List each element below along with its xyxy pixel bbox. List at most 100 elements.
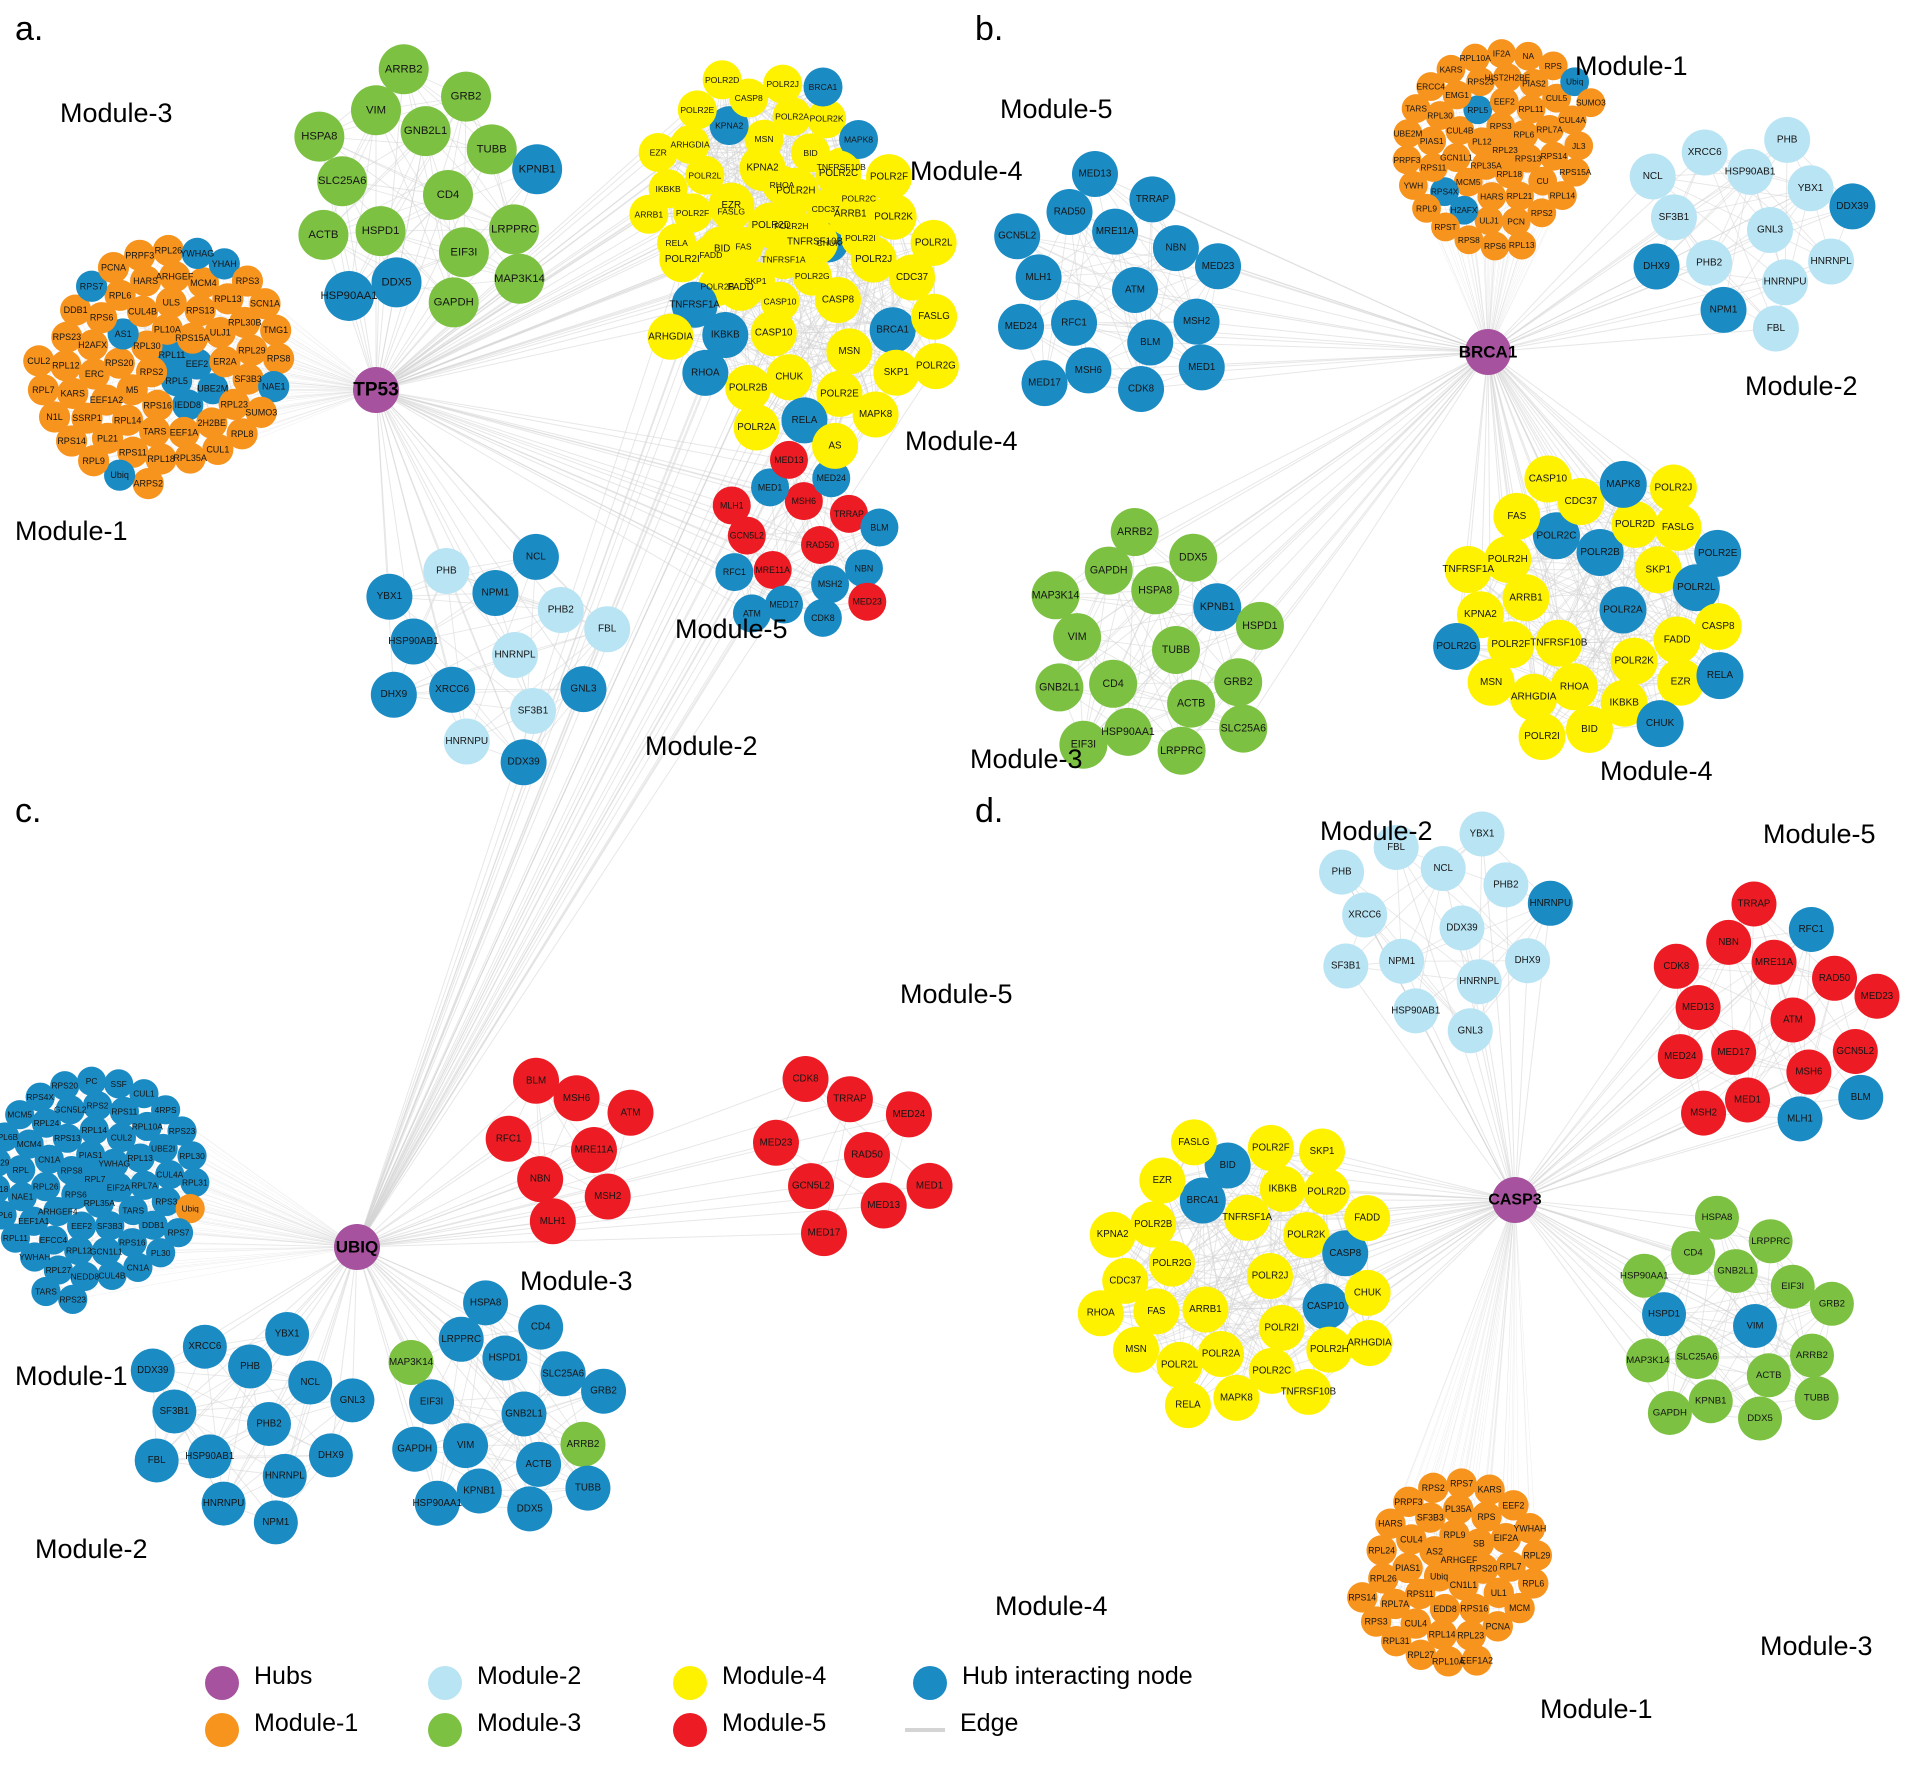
svg-text:ARRB1: ARRB1 — [1189, 1304, 1221, 1315]
svg-text:RPS8: RPS8 — [61, 1166, 83, 1176]
svg-text:RPL30B: RPL30B — [228, 317, 262, 327]
svg-text:MED24: MED24 — [1005, 321, 1038, 332]
svg-text:NPM1: NPM1 — [262, 1517, 289, 1528]
svg-text:YWHAH: YWHAH — [19, 1252, 50, 1262]
svg-text:DDX5: DDX5 — [1747, 1413, 1773, 1424]
svg-text:HSP90AB1: HSP90AB1 — [1391, 1005, 1440, 1016]
svg-text:POLR2I: POLR2I — [665, 254, 700, 265]
svg-text:HSPA8: HSPA8 — [301, 131, 337, 143]
svg-text:MED1: MED1 — [1734, 1094, 1761, 1105]
svg-text:CASP10: CASP10 — [764, 296, 797, 306]
svg-text:CUL1: CUL1 — [133, 1089, 155, 1099]
svg-text:RPS4X: RPS4X — [1431, 187, 1459, 197]
svg-text:POLR2J: POLR2J — [1252, 1271, 1289, 1282]
svg-text:MRE11A: MRE11A — [1755, 957, 1794, 968]
svg-text:EEF1A: EEF1A — [170, 428, 199, 438]
svg-text:NBN: NBN — [1718, 937, 1738, 948]
svg-text:GNB2L1: GNB2L1 — [1039, 681, 1080, 693]
svg-text:TNFRSF1A: TNFRSF1A — [761, 255, 806, 265]
svg-text:UBIQ: UBIQ — [336, 1238, 379, 1257]
svg-text:POLR2L: POLR2L — [915, 237, 953, 248]
svg-text:BID: BID — [1220, 1160, 1236, 1171]
svg-text:CASP8: CASP8 — [1329, 1248, 1361, 1259]
svg-text:HSP90AB1: HSP90AB1 — [388, 636, 439, 647]
svg-text:GAPDH: GAPDH — [1653, 1407, 1687, 1418]
svg-text:CD4: CD4 — [531, 1322, 551, 1333]
svg-text:TARS: TARS — [122, 1206, 144, 1216]
svg-text:NAE1: NAE1 — [262, 382, 286, 392]
svg-text:NBN: NBN — [1166, 243, 1187, 254]
svg-text:POLR2C: POLR2C — [1536, 530, 1576, 541]
svg-text:CASP3: CASP3 — [1488, 1192, 1541, 1209]
svg-text:LRPPRC: LRPPRC — [1751, 1236, 1790, 1247]
svg-text:RPS13: RPS13 — [54, 1133, 81, 1143]
svg-text:RPL10A: RPL10A — [1460, 53, 1492, 63]
svg-text:NCL: NCL — [301, 1377, 321, 1388]
svg-text:RFC1: RFC1 — [723, 567, 746, 577]
svg-text:POLR2B: POLR2B — [1580, 547, 1620, 558]
svg-text:RPL11: RPL11 — [3, 1233, 28, 1243]
svg-text:ATM: ATM — [1125, 285, 1145, 296]
svg-text:KPNA2: KPNA2 — [746, 163, 778, 174]
svg-text:FAS: FAS — [1507, 511, 1526, 522]
svg-text:HSPA8: HSPA8 — [470, 1297, 502, 1308]
svg-text:RPL6: RPL6 — [109, 290, 132, 300]
svg-text:RPL10A: RPL10A — [132, 1121, 164, 1131]
svg-text:MSH2: MSH2 — [818, 579, 843, 589]
svg-text:BRCA1: BRCA1 — [809, 82, 838, 92]
svg-text:BLM: BLM — [1851, 1092, 1871, 1103]
svg-text:SLC25A6: SLC25A6 — [318, 175, 366, 187]
svg-text:ARRB2: ARRB2 — [1796, 1350, 1828, 1361]
svg-text:HNRNPU: HNRNPU — [1530, 898, 1571, 909]
svg-text:TUBB: TUBB — [1804, 1393, 1830, 1404]
svg-text:HSP90AB1: HSP90AB1 — [185, 1451, 234, 1462]
svg-text:POLR2B: POLR2B — [729, 382, 768, 393]
svg-text:POLR2I: POLR2I — [845, 233, 876, 243]
svg-text:DHX9: DHX9 — [1643, 261, 1670, 272]
svg-text:KPNB1: KPNB1 — [463, 1485, 495, 1496]
svg-text:MAP3K14: MAP3K14 — [494, 273, 545, 285]
svg-text:RPS6: RPS6 — [1484, 241, 1506, 251]
svg-text:Module-2: Module-2 — [477, 1662, 581, 1690]
svg-text:RPS14: RPS14 — [57, 436, 86, 446]
svg-text:Edge: Edge — [960, 1709, 1018, 1737]
svg-text:POLR2G: POLR2G — [916, 361, 956, 372]
svg-text:HSP90AA1: HSP90AA1 — [320, 290, 377, 302]
svg-text:GAPDH: GAPDH — [434, 296, 474, 308]
svg-text:RPS: RPS — [1545, 61, 1563, 71]
svg-text:MCM4: MCM4 — [17, 1139, 42, 1149]
svg-text:TRRAP: TRRAP — [834, 509, 864, 519]
svg-text:HNRNPL: HNRNPL — [265, 1470, 305, 1481]
svg-text:KPNA2: KPNA2 — [715, 121, 743, 131]
svg-text:CUL4B: CUL4B — [1446, 126, 1473, 136]
svg-text:POLR2F: POLR2F — [1252, 1142, 1290, 1153]
svg-text:PHB2: PHB2 — [548, 604, 575, 615]
svg-text:Module-5: Module-5 — [722, 1709, 826, 1737]
svg-text:SKP1: SKP1 — [1645, 564, 1671, 575]
svg-text:MLH1: MLH1 — [1787, 1113, 1813, 1124]
svg-text:CD4: CD4 — [1684, 1248, 1704, 1259]
svg-text:Module-3: Module-3 — [1760, 1631, 1873, 1661]
svg-text:GNL3: GNL3 — [570, 684, 597, 695]
svg-text:HSPA8: HSPA8 — [1702, 1212, 1733, 1223]
svg-text:IKBKB: IKBKB — [655, 184, 681, 194]
svg-text:TMG1: TMG1 — [263, 325, 288, 335]
svg-text:MED17: MED17 — [808, 1228, 841, 1239]
svg-text:CUL4: CUL4 — [1405, 1619, 1428, 1629]
svg-text:MCM5: MCM5 — [1456, 177, 1481, 187]
svg-text:MED1: MED1 — [1188, 362, 1215, 373]
svg-text:POLR2F: POLR2F — [1491, 639, 1530, 650]
svg-text:MED24: MED24 — [1664, 1051, 1697, 1062]
svg-text:PHB2: PHB2 — [256, 1419, 281, 1430]
svg-text:MSH6: MSH6 — [792, 496, 817, 506]
svg-text:SF3B3: SF3B3 — [97, 1221, 123, 1231]
svg-text:BLM: BLM — [870, 523, 888, 533]
svg-text:GNL3: GNL3 — [1757, 225, 1784, 236]
svg-text:d.: d. — [975, 792, 1003, 830]
svg-text:RPS3: RPS3 — [1490, 121, 1512, 131]
svg-text:HSP90AB1: HSP90AB1 — [1725, 166, 1776, 177]
svg-text:POLR2F: POLR2F — [870, 172, 908, 183]
svg-text:GCN1L1: GCN1L1 — [1440, 153, 1473, 163]
svg-text:RPL7: RPL7 — [32, 385, 55, 395]
svg-text:RELA: RELA — [792, 415, 818, 426]
